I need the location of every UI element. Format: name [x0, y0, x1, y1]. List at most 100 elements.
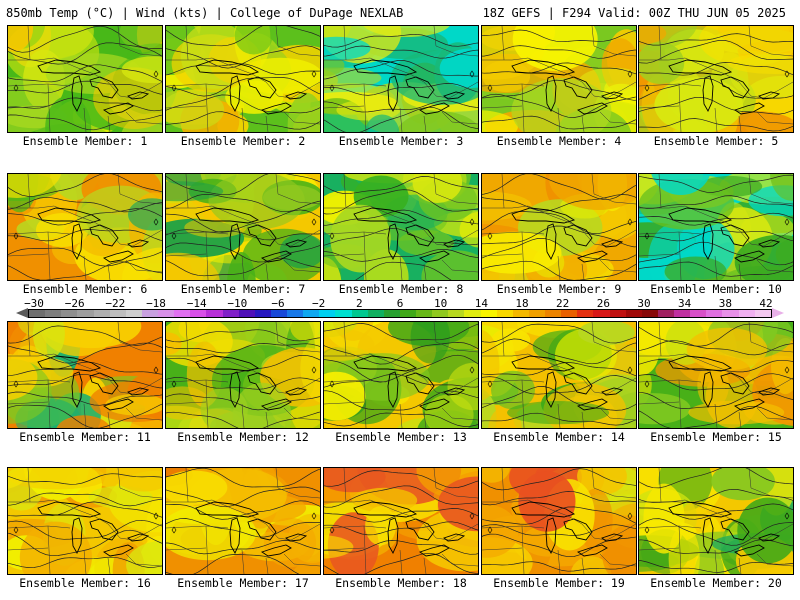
- height-contour: [8, 247, 162, 267]
- great-lake-outline: [601, 91, 624, 100]
- state-border: [185, 468, 189, 503]
- height-contour: [166, 26, 320, 47]
- state-border: [166, 105, 207, 109]
- state-border: [639, 353, 793, 395]
- state-border: [521, 525, 525, 574]
- height-contour: [324, 470, 478, 489]
- state-border: [639, 499, 793, 541]
- ensemble-member-map: [638, 321, 794, 429]
- ensemble-member-label: Ensemble Member: 19: [493, 576, 625, 590]
- height-contour: [8, 325, 162, 346]
- colorbar-segment: [303, 310, 320, 317]
- great-lake-outline: [702, 223, 714, 260]
- height-contour: [639, 229, 793, 242]
- temperature-blob: [686, 327, 768, 371]
- station-marker: [13, 526, 19, 534]
- ensemble-member-map: [638, 25, 794, 133]
- great-lake-outline: [576, 102, 608, 115]
- colorbar-segment: [496, 310, 513, 317]
- great-lake-outline: [260, 544, 292, 557]
- state-border: [343, 26, 347, 61]
- state-border: [283, 553, 320, 567]
- height-contour: [639, 195, 793, 209]
- colorbar-segment: [464, 310, 481, 317]
- state-border: [678, 83, 682, 132]
- ensemble-member-label: Ensemble Member: 15: [650, 430, 782, 444]
- state-border: [27, 468, 31, 503]
- temperature-blob: [234, 26, 273, 55]
- station-marker: [13, 232, 19, 240]
- great-lake-outline: [260, 250, 292, 263]
- height-contour: [482, 323, 636, 344]
- height-contour: [482, 506, 636, 525]
- station-marker: [644, 526, 650, 534]
- great-lake-outline: [285, 387, 308, 396]
- state-border: [756, 111, 793, 125]
- great-lake-outline: [511, 207, 576, 224]
- great-lake-outline: [443, 533, 466, 542]
- height-contour: [8, 342, 162, 364]
- great-lake-outline: [545, 371, 557, 408]
- ensemble-member-map: [481, 321, 637, 429]
- great-lake-outline: [127, 387, 150, 396]
- height-contour: [166, 94, 320, 114]
- height-contour: [166, 468, 320, 488]
- temperature-blob: [482, 504, 519, 558]
- height-contour: [482, 237, 636, 262]
- state-border: [185, 26, 189, 61]
- great-lake-outline: [576, 398, 608, 411]
- colorbar-segment: [174, 310, 191, 317]
- temperature-blob: [290, 322, 320, 342]
- great-lake-outline: [247, 518, 277, 541]
- height-contour: [166, 518, 320, 538]
- state-border: [275, 322, 320, 353]
- state-border: [117, 468, 162, 499]
- colorbar-segment: [319, 310, 336, 317]
- great-lake-outline: [89, 372, 119, 395]
- height-contour: [482, 174, 636, 201]
- state-border: [678, 379, 682, 428]
- height-contour: [324, 45, 478, 59]
- state-border: [482, 253, 523, 257]
- height-contour: [482, 62, 636, 75]
- state-border: [591, 322, 636, 353]
- great-lake-outline: [702, 371, 714, 408]
- height-contour: [166, 63, 320, 76]
- great-lake-outline: [758, 387, 781, 396]
- ensemble-member-map: [481, 173, 637, 281]
- station-marker: [171, 526, 177, 534]
- state-border: [423, 263, 427, 280]
- state-border: [557, 549, 561, 574]
- ensemble-member-map: [638, 467, 794, 575]
- state-border: [557, 255, 561, 280]
- map-title: 850mb Temp (°C) | Wind (kts) | College o…: [6, 6, 404, 20]
- station-marker: [329, 380, 335, 388]
- station-marker: [329, 84, 335, 92]
- height-contour: [8, 403, 162, 428]
- state-border: [166, 253, 207, 257]
- state-border: [83, 403, 87, 428]
- colorbar-segment: [254, 310, 271, 317]
- station-marker: [469, 70, 475, 78]
- state-border: [738, 411, 742, 428]
- colorbar-tick-label: 14: [474, 297, 488, 310]
- temperature-blob: [8, 26, 34, 52]
- ensemble-member-label: Ensemble Member: 14: [493, 430, 625, 444]
- state-border: [581, 115, 585, 132]
- height-contour: [8, 473, 162, 485]
- great-lake-outline: [285, 533, 308, 542]
- great-lake-outline: [353, 59, 418, 76]
- temperature-blob: [396, 111, 478, 132]
- state-border: [241, 549, 245, 574]
- height-contour: [639, 261, 793, 277]
- great-lake-outline: [387, 223, 399, 260]
- temperature-blob: [19, 521, 92, 574]
- temperature-blob: [491, 328, 531, 352]
- height-contour: [482, 260, 636, 280]
- station-marker: [171, 84, 177, 92]
- state-border: [639, 547, 680, 551]
- station-marker: [487, 526, 493, 534]
- colorbar-segment: [77, 310, 94, 317]
- colorbar-segment: [238, 310, 255, 317]
- great-lake-outline: [511, 355, 576, 372]
